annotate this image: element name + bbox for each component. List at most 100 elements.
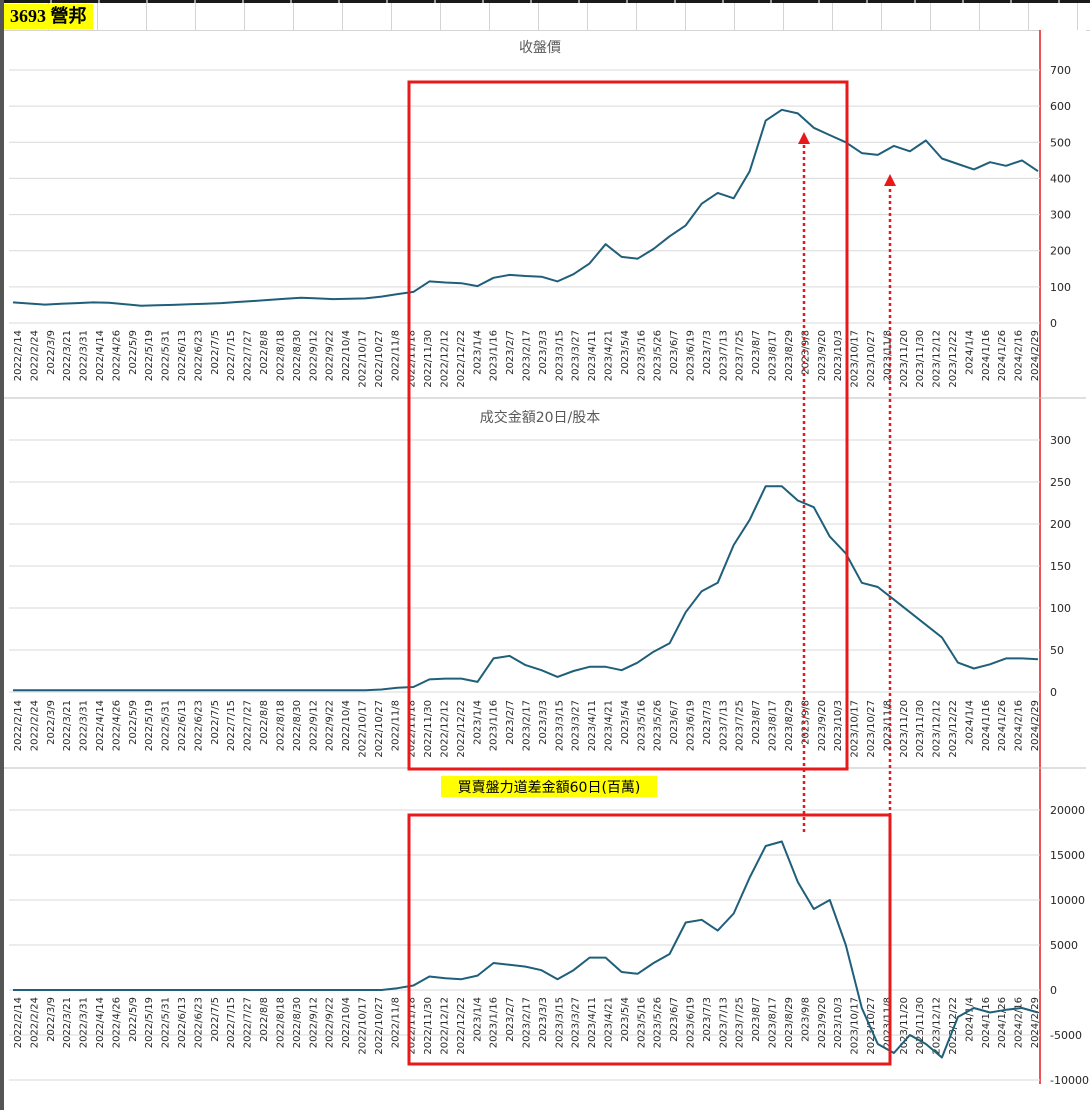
x-tick-label: 2023/10/3 bbox=[833, 330, 844, 381]
y-tick-label: 20000 bbox=[1050, 804, 1085, 817]
x-tick-label: 2023/11/20 bbox=[899, 330, 910, 388]
x-tick-label: 2024/2/16 bbox=[1014, 330, 1025, 381]
x-tick-label: 2023/12/12 bbox=[932, 700, 943, 758]
x-tick-label: 2022/5/31 bbox=[161, 330, 172, 381]
x-tick-label: 2023/8/29 bbox=[784, 997, 795, 1048]
x-tick-label: 2022/10/4 bbox=[341, 330, 352, 381]
x-tick-label: 2023/7/13 bbox=[718, 997, 729, 1048]
x-tick-label: 2023/9/20 bbox=[817, 330, 828, 381]
x-tick-label: 2023/7/25 bbox=[735, 700, 746, 751]
x-tick-label: 2022/5/9 bbox=[128, 700, 139, 745]
y-tick-label: 0 bbox=[1050, 317, 1057, 330]
y-tick-label: 100 bbox=[1050, 602, 1071, 615]
x-tick-label: 2022/5/19 bbox=[144, 700, 155, 751]
x-tick-label: 2023/3/27 bbox=[571, 330, 582, 381]
x-tick-label: 2024/1/4 bbox=[964, 997, 975, 1042]
x-tick-label: 2022/2/14 bbox=[13, 700, 24, 751]
x-tick-label: 2023/7/25 bbox=[735, 330, 746, 381]
x-tick-label: 2023/9/8 bbox=[800, 997, 811, 1042]
x-tick-label: 2023/3/15 bbox=[554, 700, 565, 751]
chart-turnover-ratio: 成交金額20日/股本 0 50 100 150 200 250 300 2022/2/14 20… bbox=[9, 409, 1071, 758]
x-tick-label: 2022/6/13 bbox=[177, 330, 188, 381]
x-tick-label: 2022/7/5 bbox=[210, 330, 221, 375]
y-tick-label: 10000 bbox=[1050, 894, 1085, 907]
x-tick-label: 2022/12/12 bbox=[439, 997, 450, 1055]
x-tick-label: 2022/2/24 bbox=[29, 997, 40, 1048]
x-tick-label: 2023/6/7 bbox=[669, 997, 680, 1042]
x-tick-label: 2024/2/29 bbox=[1030, 997, 1041, 1048]
x-tick-label: 2022/3/31 bbox=[79, 997, 90, 1048]
x-tick-label: 2022/3/21 bbox=[62, 700, 73, 751]
x-tick-label: 2023/4/21 bbox=[604, 997, 615, 1048]
x-tick-label: 2023/9/20 bbox=[817, 700, 828, 751]
x-tick-label: 2023/3/15 bbox=[554, 330, 565, 381]
x-tick-label: 2022/8/18 bbox=[275, 330, 286, 381]
x-tick-label: 2023/1/16 bbox=[489, 330, 500, 381]
x-tick-label: 2022/9/12 bbox=[308, 330, 319, 381]
x-tick-label: 2022/11/18 bbox=[407, 330, 418, 388]
x-tick-label: 2022/5/31 bbox=[161, 997, 172, 1048]
x-tick-label: 2022/3/9 bbox=[46, 330, 57, 375]
x-tick-label: 2023/5/16 bbox=[636, 330, 647, 381]
series-line bbox=[13, 840, 1039, 1059]
x-tick-label: 2023/11/20 bbox=[899, 997, 910, 1055]
x-tick-label: 2024/1/16 bbox=[981, 330, 992, 381]
y-tick-label: 50 bbox=[1050, 644, 1064, 657]
x-tick-label: 2024/1/16 bbox=[981, 700, 992, 751]
x-tick-label: 2022/3/31 bbox=[79, 330, 90, 381]
x-tick-label: 2022/9/22 bbox=[325, 997, 336, 1048]
y-tick-label: 200 bbox=[1050, 245, 1071, 258]
x-tick-label: 2023/3/3 bbox=[538, 700, 549, 745]
x-tick-label: 2023/1/4 bbox=[472, 330, 483, 375]
x-tick-label: 2023/5/26 bbox=[653, 700, 664, 751]
x-tick-label: 2023/6/19 bbox=[686, 330, 697, 381]
x-tick-label: 2024/1/4 bbox=[964, 330, 975, 375]
x-tick-label: 2022/11/8 bbox=[390, 997, 401, 1048]
x-tick-label: 2022/8/8 bbox=[259, 700, 270, 745]
x-tick-label: 2023/12/22 bbox=[948, 330, 959, 388]
y-tick-label: 300 bbox=[1050, 434, 1071, 447]
x-tick-label: 2022/4/26 bbox=[111, 997, 122, 1048]
stock-header-label[interactable]: 3693 營邦 bbox=[4, 4, 93, 29]
x-tick-label: 2023/11/30 bbox=[915, 997, 926, 1055]
x-tick-label: 2022/9/22 bbox=[325, 700, 336, 751]
x-tick-label: 2023/1/16 bbox=[489, 700, 500, 751]
x-tick-label: 2022/11/8 bbox=[390, 330, 401, 381]
x-tick-label: 2022/9/12 bbox=[308, 997, 319, 1048]
series-line bbox=[13, 485, 1039, 692]
x-tick-label: 2022/8/18 bbox=[275, 997, 286, 1048]
x-tick-label: 2024/1/4 bbox=[964, 700, 975, 745]
x-tick-label: 2023/2/17 bbox=[522, 700, 533, 751]
x-tick-label: 2022/12/22 bbox=[456, 330, 467, 388]
y-tick-label: 300 bbox=[1050, 209, 1071, 222]
x-tick-label: 2022/3/21 bbox=[62, 330, 73, 381]
x-tick-label: 2022/6/13 bbox=[177, 997, 188, 1048]
x-tick-label: 2022/9/22 bbox=[325, 330, 336, 381]
x-tick-label: 2023/10/27 bbox=[866, 700, 877, 758]
x-tick-label: 2023/6/19 bbox=[686, 997, 697, 1048]
x-tick-label: 2023/8/29 bbox=[784, 700, 795, 751]
x-tick-label: 2023/11/8 bbox=[882, 700, 893, 751]
x-tick-label: 2022/7/5 bbox=[210, 997, 221, 1042]
x-tick-label: 2022/7/27 bbox=[243, 700, 254, 751]
x-tick-label: 2024/2/29 bbox=[1030, 330, 1041, 381]
x-tick-label: 2023/1/4 bbox=[472, 997, 483, 1042]
x-tick-label: 2022/12/12 bbox=[439, 330, 450, 388]
x-tick-label: 2023/4/11 bbox=[587, 330, 598, 381]
x-tick-label: 2023/4/11 bbox=[587, 700, 598, 751]
x-tick-label: 2023/5/4 bbox=[620, 700, 631, 745]
x-tick-label: 2022/7/15 bbox=[226, 700, 237, 751]
x-tick-label: 2023/8/7 bbox=[751, 700, 762, 745]
x-tick-label: 2023/5/26 bbox=[653, 330, 664, 381]
x-tick-label: 2023/8/29 bbox=[784, 330, 795, 381]
x-tick-label: 2023/5/16 bbox=[636, 997, 647, 1048]
x-tick-label: 2022/10/27 bbox=[374, 700, 385, 758]
x-tick-label: 2023/3/3 bbox=[538, 330, 549, 375]
x-tick-label: 2023/9/8 bbox=[800, 330, 811, 375]
x-tick-label: 2022/7/15 bbox=[226, 997, 237, 1048]
x-tick-label: 2023/7/13 bbox=[718, 330, 729, 381]
x-tick-label: 2022/6/23 bbox=[193, 997, 204, 1048]
x-tick-label: 2023/2/7 bbox=[505, 997, 516, 1042]
spreadsheet-column-grid bbox=[0, 0, 1090, 31]
x-tick-label: 2023/4/11 bbox=[587, 997, 598, 1048]
